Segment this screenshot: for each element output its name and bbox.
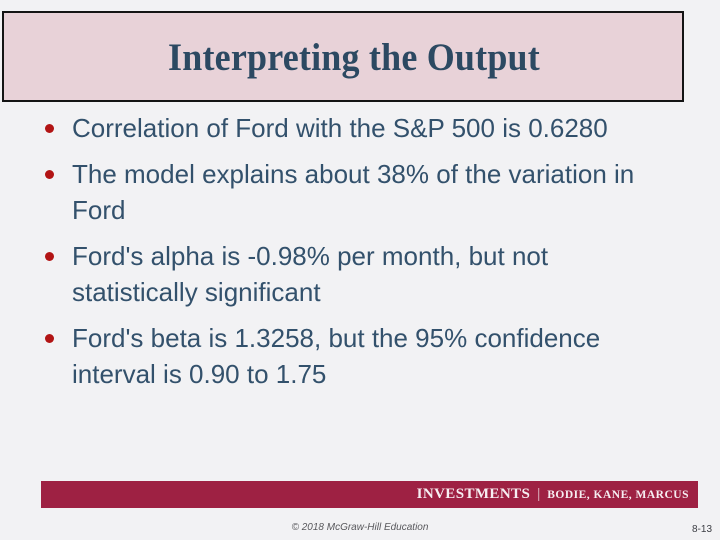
list-item: The model explains about 38% of the vari… <box>40 156 665 228</box>
list-item: Ford's beta is 1.3258, but the 95% confi… <box>40 320 665 392</box>
bullet-text: Correlation of Ford with the S&P 500 is … <box>72 113 608 143</box>
slide-title-bar: Interpreting the Output <box>2 11 684 102</box>
footer-brand-name: INVESTMENTS <box>416 486 531 502</box>
bullet-text: Ford's alpha is -0.98% per month, but no… <box>72 241 549 307</box>
bullet-icon <box>45 334 54 343</box>
footer-brand-bar: INVESTMENTS | BODIE, KANE, MARCUS <box>41 481 698 508</box>
bullet-icon <box>45 252 54 261</box>
footer-authors: BODIE, KANE, MARCUS <box>547 488 689 501</box>
page-title: Interpreting the Output <box>168 34 540 79</box>
list-item: Ford's alpha is -0.98% per month, but no… <box>40 238 665 310</box>
bullet-list: Correlation of Ford with the S&P 500 is … <box>40 110 665 402</box>
footer-separator: | <box>537 486 541 502</box>
list-item: Correlation of Ford with the S&P 500 is … <box>40 110 665 146</box>
bullet-icon <box>45 170 54 179</box>
bullet-text: The model explains about 38% of the vari… <box>72 159 635 225</box>
page-number: 8-13 <box>691 524 712 535</box>
bullet-text: Ford's beta is 1.3258, but the 95% confi… <box>72 323 601 389</box>
bullet-icon <box>45 124 54 133</box>
copyright-text: © 2018 McGraw-Hill Education <box>291 522 429 533</box>
